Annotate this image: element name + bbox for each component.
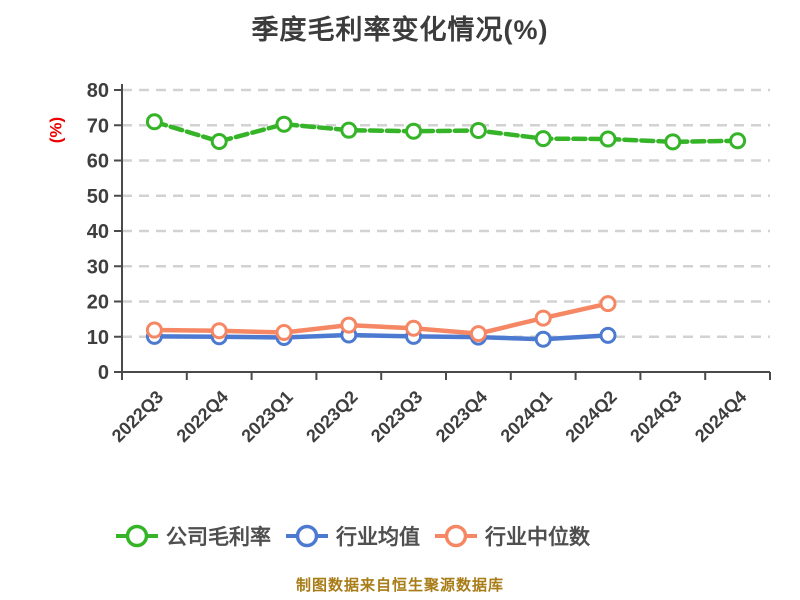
x-tick-label: 2022Q4 (173, 387, 232, 446)
legend-item-industry-average[interactable]: 行业均值 (286, 521, 420, 551)
data-point-marker-0 (275, 115, 293, 133)
data-point-marker-0 (145, 113, 163, 131)
data-source-caption: 制图数据来自恒生聚源数据库 (295, 577, 504, 594)
legend-marker-company-gross-margin-icon (116, 524, 158, 548)
y-tick-label: 30 (87, 256, 109, 278)
legend-label-industry-median: 行业中位数 (485, 526, 590, 549)
x-tick-label: 2024Q2 (561, 387, 620, 446)
x-tick-label: 2023Q4 (432, 387, 491, 446)
data-point-marker-2 (534, 309, 552, 327)
y-tick-label: 40 (87, 221, 109, 243)
data-point-marker-2 (145, 321, 163, 339)
data-point-marker-2 (275, 324, 293, 342)
x-tick-label: 2022Q3 (108, 387, 167, 446)
y-tick-label: 70 (87, 115, 109, 137)
series-line-0 (152, 119, 740, 145)
data-point-marker-2 (210, 322, 228, 340)
y-tick-label: 0 (98, 362, 109, 384)
x-tick-label: 2024Q1 (497, 387, 556, 446)
data-point-marker-0 (405, 122, 423, 140)
data-point-marker-0 (210, 132, 228, 150)
legend-label-company-gross-margin: 公司毛利率 (166, 526, 271, 549)
series-line-2 (152, 301, 611, 336)
data-point-marker-0 (729, 132, 747, 150)
data-point-marker-2 (469, 325, 487, 343)
data-point-marker-0 (599, 130, 617, 148)
y-tick-label: 20 (87, 292, 109, 314)
legend: 公司毛利率 行业均值 行业中位数 (0, 514, 800, 558)
legend-marker-industry-median-icon (435, 524, 477, 548)
data-point-marker-2 (599, 295, 617, 313)
series-line-1 (152, 332, 611, 342)
y-tick-label: 10 (87, 327, 109, 349)
legend-label-industry-average: 行业均值 (336, 526, 420, 549)
x-tick-label: 2023Q1 (237, 387, 296, 446)
x-tick-label: 2023Q3 (367, 387, 426, 446)
x-tick-label: 2024Q3 (626, 387, 685, 446)
data-point-marker-2 (405, 319, 423, 337)
data-point-marker-0 (534, 130, 552, 148)
data-point-marker-1 (599, 326, 617, 344)
x-tick-label: 2023Q2 (302, 387, 361, 446)
legend-item-industry-median[interactable]: 行业中位数 (435, 521, 590, 551)
legend-item-company-gross-margin[interactable]: 公司毛利率 (116, 521, 271, 551)
y-axis-unit-label: (%) (46, 117, 65, 143)
data-point-marker-1 (534, 330, 552, 348)
data-point-marker-0 (664, 133, 682, 151)
y-tick-label: 50 (87, 186, 109, 208)
y-tick-label: 80 (87, 80, 109, 102)
data-point-marker-0 (469, 122, 487, 140)
x-tick-label: 2024Q4 (691, 387, 750, 446)
data-point-marker-0 (340, 121, 358, 139)
y-tick-label: 60 (87, 151, 109, 173)
chart-title: 季度毛利率变化情况(%) (251, 15, 549, 45)
legend-marker-industry-average-icon (286, 524, 328, 548)
data-point-marker-2 (340, 316, 358, 334)
